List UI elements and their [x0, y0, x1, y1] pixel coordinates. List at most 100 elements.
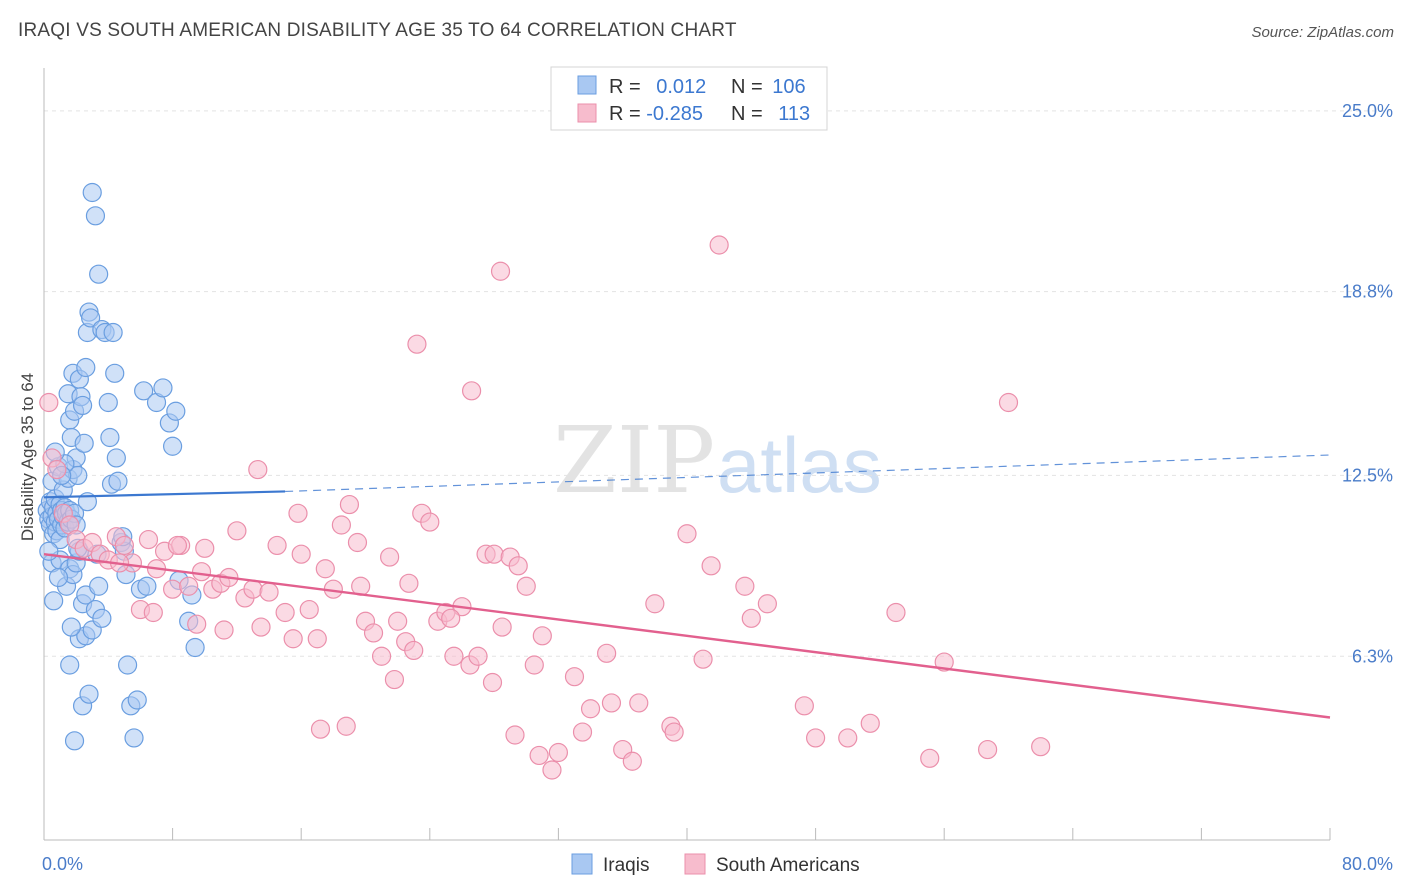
svg-text:R = 0.012: R = 0.012 — [609, 76, 706, 98]
iraqis-point — [39, 541, 59, 561]
south-americans-point — [1031, 737, 1051, 757]
chart-title: IRAQI VS SOUTH AMERICAN DISABILITY AGE 3… — [18, 20, 737, 41]
south-americans-point — [47, 459, 67, 480]
south-americans-point — [532, 626, 552, 646]
stats-legend: R = 0.012 N = 106 R = -0.285 N = 113 — [550, 66, 828, 131]
south-americans-point — [143, 602, 163, 623]
south-americans-point — [622, 751, 642, 771]
south-americans-point — [380, 547, 400, 567]
legend-r-label-2: R = — [609, 103, 646, 125]
south-americans-point — [920, 748, 940, 768]
bottom-legend-label-iraqis: Iraqis — [603, 855, 649, 876]
south-americans-point — [336, 716, 356, 736]
x-tick-label-min: 0.0% — [42, 854, 83, 874]
trend-lines — [43, 454, 1331, 719]
iraqis-point — [61, 617, 81, 637]
south-americans-point — [978, 739, 998, 760]
south-americans-point — [138, 529, 159, 550]
data-points — [37, 182, 1051, 780]
iraqis-point — [64, 731, 85, 751]
legend-n-value-1: 106 — [772, 76, 805, 98]
iraqis-point — [85, 206, 106, 226]
south-americans-point — [492, 617, 512, 637]
south-americans-point — [363, 623, 384, 643]
south-americans-point — [757, 594, 777, 614]
south-americans-point — [331, 515, 351, 535]
iraqis-point — [117, 655, 138, 675]
south-americans-point — [167, 535, 188, 556]
iraqis-point — [72, 395, 93, 416]
south-americans-point — [195, 538, 215, 558]
south-americans-point — [384, 669, 405, 690]
south-americans-point — [886, 602, 906, 623]
legend-r-label-1: R = — [609, 76, 646, 98]
chart-source: Source: ZipAtlas.com — [1251, 24, 1394, 41]
iraqis-point — [124, 728, 144, 748]
iraqis-point — [92, 608, 112, 628]
y-tick-label: 12.5% — [1342, 465, 1393, 485]
south-americans-point — [629, 693, 649, 713]
iraqis-trend-extension — [285, 454, 1331, 493]
south-americans-point — [860, 713, 880, 733]
south-americans-point — [597, 643, 617, 663]
south-americans-point — [404, 640, 424, 661]
south-americans-point — [484, 544, 504, 564]
grid-lines — [44, 110, 1390, 657]
south-americans-point — [399, 573, 419, 593]
iraqis-point — [89, 264, 109, 284]
south-americans-point — [505, 725, 525, 745]
series-legend: Iraqis South Americans — [571, 853, 860, 876]
south-americans-point — [564, 667, 585, 687]
south-americans-point — [548, 742, 569, 763]
iraqis-point — [103, 322, 123, 343]
iraqis-point — [105, 363, 125, 383]
south-americans-point — [441, 608, 461, 628]
iraqis-point — [137, 576, 157, 596]
legend-swatch-iraqis — [577, 75, 597, 95]
south-americans-point — [529, 745, 549, 766]
south-americans-point — [259, 582, 279, 602]
south-americans-point — [701, 556, 721, 576]
south-americans-point — [572, 722, 593, 742]
iraqis-point — [44, 591, 64, 611]
south-americans-point — [461, 381, 482, 401]
y-tick-label: 6.3% — [1352, 646, 1393, 666]
iraqis-point — [153, 378, 173, 398]
south-americans-point — [580, 699, 601, 719]
south-americans-point — [267, 535, 287, 556]
iraqis-point — [60, 655, 80, 675]
watermark-atlas: atlas — [717, 421, 882, 509]
south-americans-point — [275, 602, 295, 623]
south-americans-point — [291, 544, 311, 564]
iraqis-point — [98, 392, 118, 413]
south-americans-point — [191, 562, 212, 582]
iraqis-point — [74, 433, 94, 453]
south-americans-point — [179, 576, 199, 596]
south-americans-point — [299, 599, 319, 620]
south-americans-point — [243, 579, 263, 599]
bottom-legend-swatch-south-americans — [684, 853, 706, 875]
legend-n-label-2: N = — [731, 103, 768, 125]
south-americans-point — [468, 646, 488, 666]
south-americans-trend-line — [43, 552, 1331, 719]
south-americans-point — [664, 722, 684, 742]
south-americans-point — [490, 261, 511, 281]
south-americans-point — [339, 494, 360, 515]
legend-n-value-2: 113 — [778, 103, 810, 125]
iraqis-point — [163, 436, 183, 456]
y-axis-label: Disability Age 35 to 64 — [18, 373, 37, 541]
south-americans-point — [310, 719, 331, 739]
legend-r-value-2: -0.285 — [646, 103, 703, 125]
south-americans-point — [214, 620, 234, 640]
iraqis-point — [100, 427, 120, 448]
iraqis-point — [166, 401, 186, 421]
south-americans-point — [794, 696, 814, 716]
south-americans-point — [251, 617, 271, 637]
south-americans-point — [283, 629, 303, 649]
south-americans-point — [114, 535, 134, 556]
iraqis-point — [185, 637, 205, 658]
iraqis-point — [106, 448, 126, 468]
axes: 6.3% 12.5% 18.8% 25.0% 0.0% 80.0% — [42, 68, 1393, 874]
iraqis-point — [82, 182, 102, 203]
